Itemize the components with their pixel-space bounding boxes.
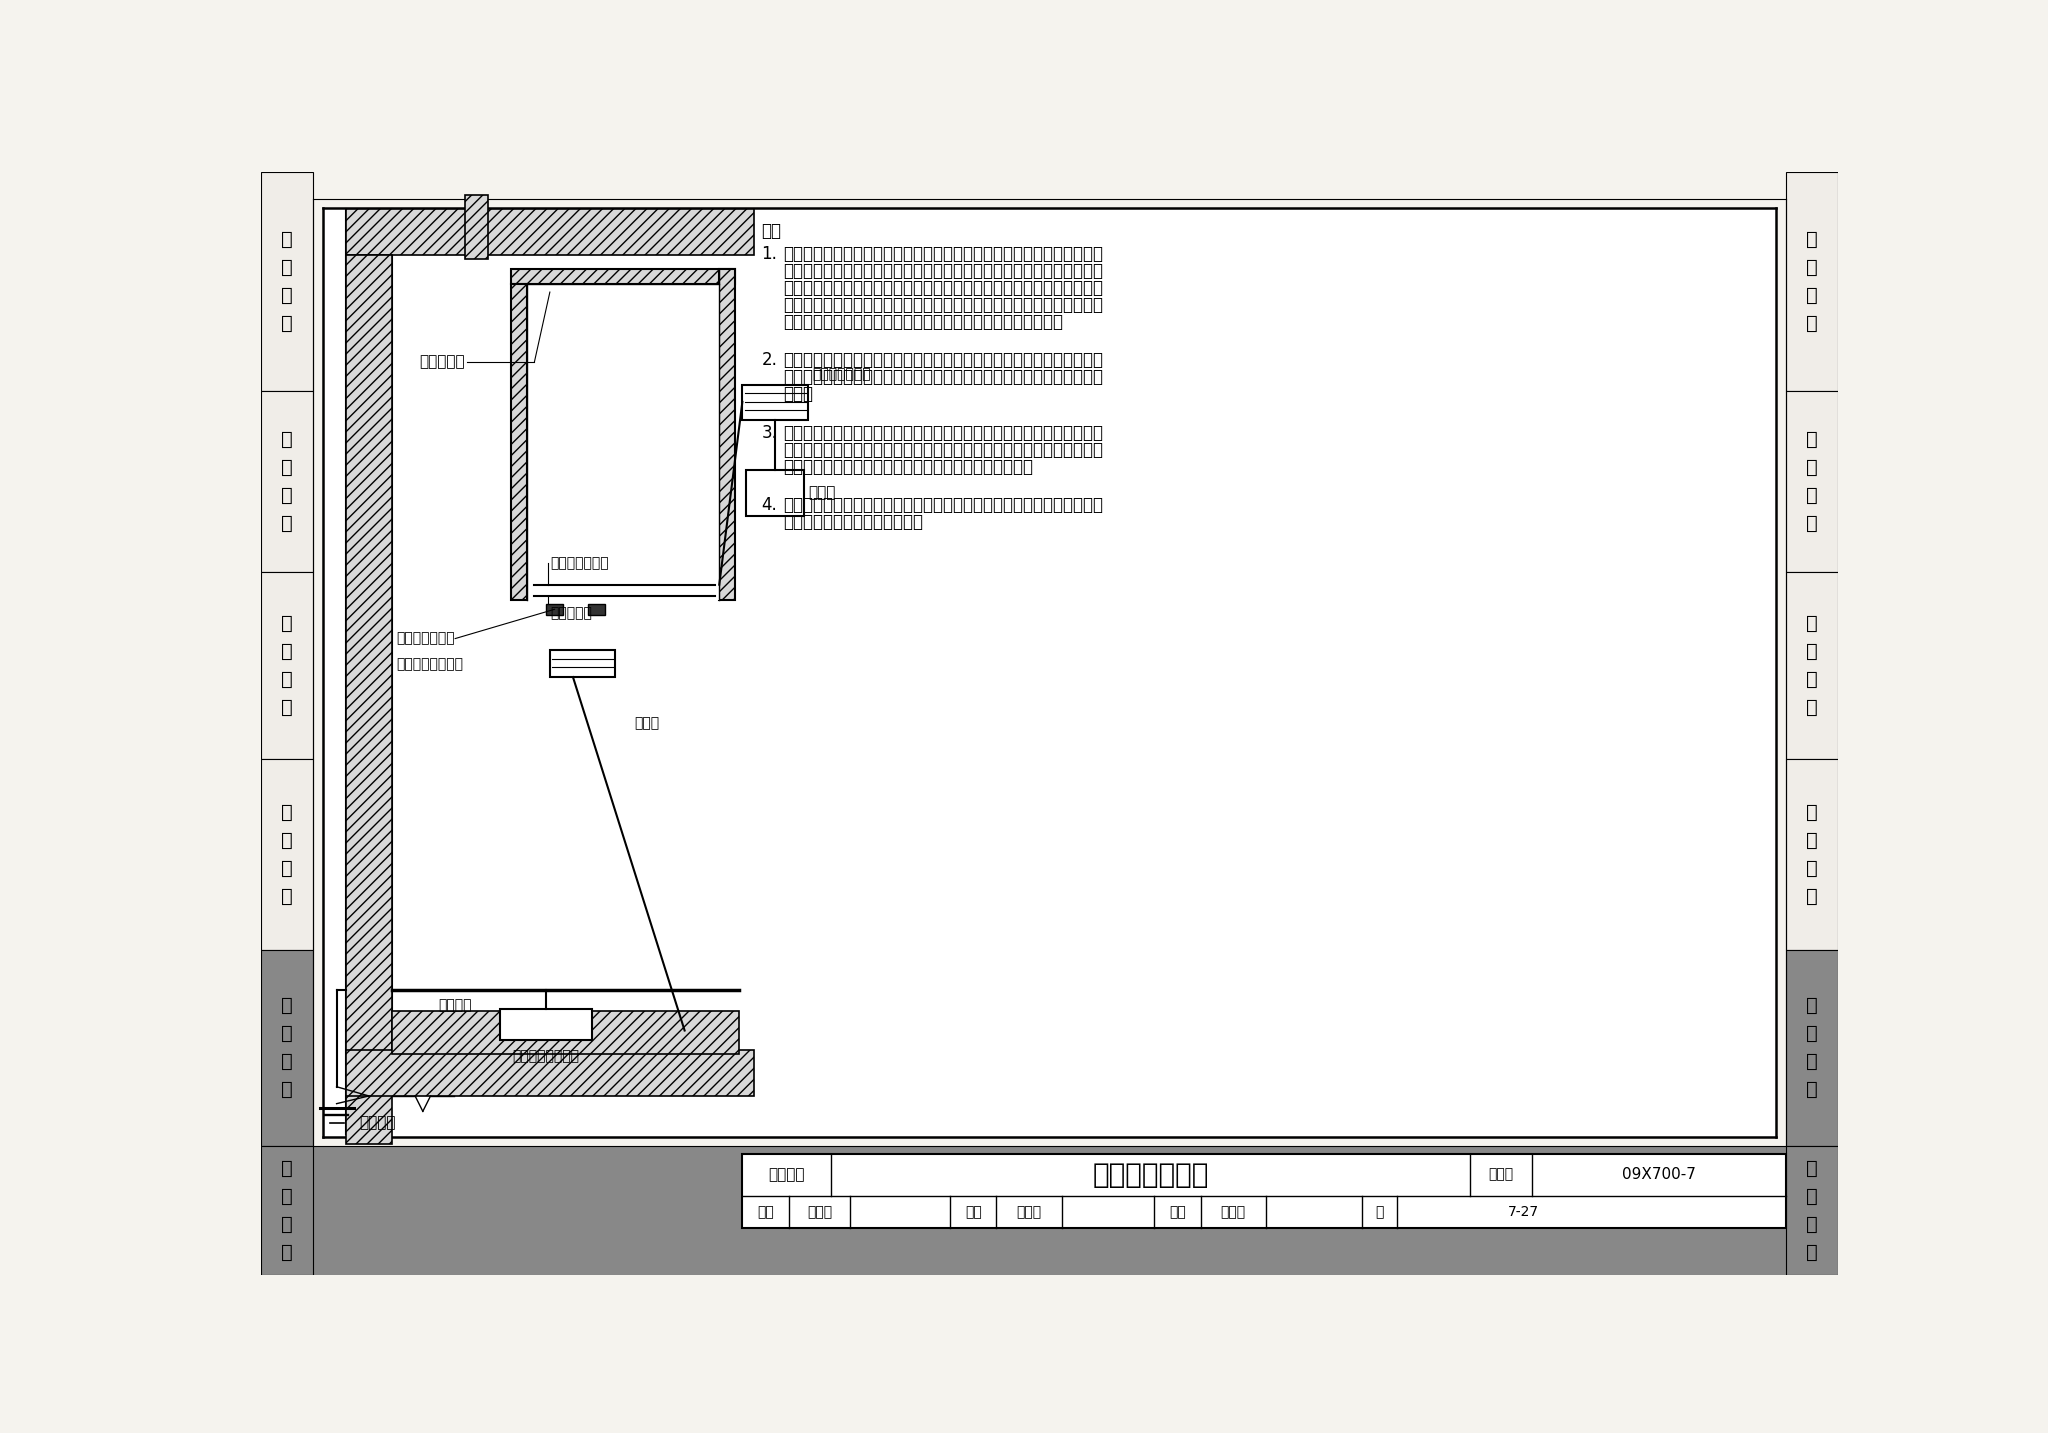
Text: 屏蔽体接地端子: 屏蔽体接地端子 [395,632,455,646]
Bar [262,572,313,758]
Text: 体做低阻抗连接（即与屏蔽体进行大面积导电性连接）。: 体做低阻抗连接（即与屏蔽体进行大面积导电性连接）。 [782,457,1032,476]
Bar [526,284,719,600]
Text: 4.: 4. [762,496,778,514]
Bar [262,758,313,950]
Text: 设
备
安
装: 设 备 安 装 [1806,802,1819,906]
Bar [719,269,735,600]
Text: 校对: 校对 [965,1205,981,1219]
Text: 机
房
工
程: 机 房 工 程 [281,231,293,334]
Text: 配电箱: 配电箱 [809,486,836,500]
Text: 审核: 审核 [758,1205,774,1219]
Text: 3.: 3. [762,424,778,441]
Bar [465,195,487,259]
Text: 信号滤波器、通风波导管和截止波导管等组成，是一个全封闭的六面体。: 信号滤波器、通风波导管和截止波导管等组成，是一个全封闭的六面体。 [782,297,1104,314]
Bar [741,1154,1786,1228]
Text: 防
雷
接
地: 防 雷 接 地 [1806,996,1819,1099]
Text: 供
电
电
源: 供 电 电 源 [1806,430,1819,533]
Text: 装。滤波器的接地必须良好。对于金属外壳的滤波器，其外壳必须与屏蔽: 装。滤波器的接地必须良好。对于金属外壳的滤波器，其外壳必须与屏蔽 [782,441,1104,459]
Text: 接地装置: 接地装置 [360,1115,395,1131]
Text: 。屏蔽室一般由专业厂家成套供应，由屏蔽壳体、屏蔽门、电源滤波器、: 。屏蔽室一般由专业厂家成套供应，由屏蔽壳体、屏蔽门、电源滤波器、 [782,279,1104,297]
Bar [262,1146,1839,1275]
Text: 供
电
电
源: 供 电 电 源 [281,430,293,533]
Bar [741,385,807,420]
Text: 蔽室。: 蔽室。 [782,385,813,403]
Text: 保护接地线引入: 保护接地线引入 [549,556,608,570]
Bar [262,950,313,1146]
Bar [262,391,313,572]
Text: （直流地）等。除屏蔽体接地外，其余接地线均应通过专用滤波器引出屏: （直流地）等。除屏蔽体接地外，其余接地线均应通过专用滤波器引出屏 [782,368,1104,387]
Bar [391,1012,739,1053]
Text: 等电位联结端子箱: 等电位联结端子箱 [512,1050,580,1063]
Text: 接地干线: 接地干线 [438,999,471,1012]
Text: 09X700-7: 09X700-7 [1622,1166,1696,1182]
Bar [500,1009,592,1040]
Text: 设
备
安
装: 设 备 安 装 [281,802,293,906]
Text: 页: 页 [1374,1205,1382,1219]
Text: 屏蔽室的接地线宜采用扁铜排或铜编织线接至等电位联结端子箱，再由等: 屏蔽室的接地线宜采用扁铜排或铜编织线接至等电位联结端子箱，再由等 [782,496,1104,514]
Text: 接地线: 接地线 [635,716,659,731]
Bar [1786,172,1839,391]
Text: 进入屏蔽室的每根电源线均应配置电源滤波器，所有电源滤波器应集中安: 进入屏蔽室的每根电源线均应配置电源滤波器，所有电源滤波器应集中安 [782,424,1104,441]
Text: 注：: 注： [762,222,782,239]
Text: 屏蔽室按其作用可分为防电场屏蔽室、防磁场屏蔽室和防电磁场屏蔽室三: 屏蔽室按其作用可分为防电场屏蔽室、防磁场屏蔽室和防电磁场屏蔽室三 [782,245,1104,264]
Bar [346,209,754,255]
Text: 屏蔽室的接地一般包括屏蔽体接地、设备保护接地和计算机系统信号接地: 屏蔽室的接地一般包括屏蔽体接地、设备保护接地和计算机系统信号接地 [782,351,1104,370]
Text: 防
雷
接
地: 防 雷 接 地 [281,996,293,1099]
Text: 2.: 2. [762,351,778,370]
Text: 成品屏蔽室: 成品屏蔽室 [420,354,465,370]
Text: 机
房
工
程: 机 房 工 程 [1806,231,1819,334]
Text: 屏蔽体的结构型式有焊接式、拼装式、钢网式、钢板直贴式等。: 屏蔽体的结构型式有焊接式、拼装式、钢网式、钢板直贴式等。 [782,312,1063,331]
Bar [346,1050,754,1096]
Bar [547,603,563,615]
Text: 屏蔽室接地示例: 屏蔽室接地示例 [1092,1161,1208,1188]
Text: 崔福涛: 崔福涛 [1016,1205,1040,1219]
Bar [1786,758,1839,950]
Text: 防
雷
接
地: 防 雷 接 地 [281,1159,293,1262]
Text: 7-27: 7-27 [1509,1205,1540,1219]
Bar [588,603,606,615]
Bar [549,651,614,676]
Bar [1786,1146,1839,1275]
Bar [1786,950,1839,1146]
Bar [391,255,754,1050]
Bar [262,172,313,391]
Text: 李道本: 李道本 [807,1205,831,1219]
Text: 缆
线
敷
设: 缆 线 敷 设 [1806,613,1819,716]
Text: 专用地线滤波器: 专用地线滤波器 [813,367,870,381]
Text: 设计: 设计 [1169,1205,1186,1219]
Bar [324,208,1776,1136]
Bar [262,1146,313,1275]
Bar [512,284,526,600]
Text: 防
雷
接
地: 防 雷 接 地 [1806,1159,1819,1262]
Bar [1786,572,1839,758]
Text: 胡娟娟: 胡娟娟 [1221,1205,1245,1219]
Text: 图集号: 图集号 [1489,1168,1513,1181]
Bar [346,255,391,1145]
Text: 信号地引入: 信号地引入 [549,606,592,620]
Text: 缆
线
敷
设: 缆 线 敷 设 [281,613,293,716]
Bar [1786,391,1839,572]
Text: 专用信号地滤波器: 专用信号地滤波器 [395,656,463,671]
Text: 电位联结端子箱引至接地装置。: 电位联结端子箱引至接地装置。 [782,513,924,532]
Bar [391,255,754,1012]
Bar [512,269,735,284]
Text: 种，例如电磁屏蔽室、核磁共振屏蔽室、高压测试屏蔽室和电镜屏蔽室等: 种，例如电磁屏蔽室、核磁共振屏蔽室、高压测试屏蔽室和电镜屏蔽室等 [782,262,1104,279]
Text: 1.: 1. [762,245,778,264]
Text: 防雷接地: 防雷接地 [768,1166,805,1182]
Bar [745,470,805,516]
